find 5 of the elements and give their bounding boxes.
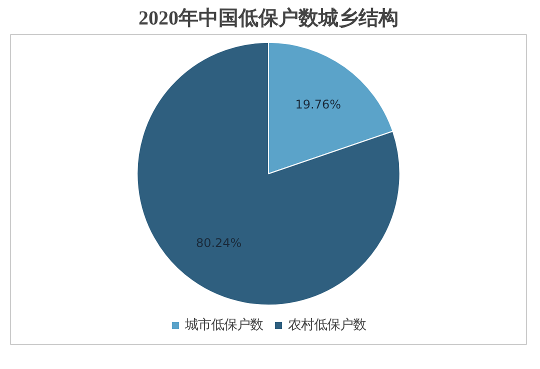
legend-label: 农村低保户数 <box>288 316 366 334</box>
data-label: 80.24% <box>196 236 242 250</box>
legend-label: 城市低保户数 <box>185 316 263 334</box>
data-label: 19.76% <box>295 97 342 112</box>
chart-title: 2020年中国低保户数城乡结构 <box>138 6 398 30</box>
